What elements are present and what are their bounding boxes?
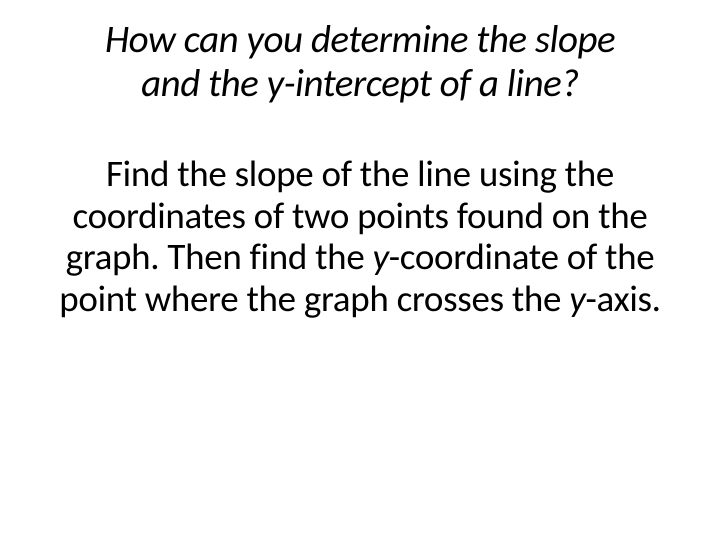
body-part-3: -axis. bbox=[585, 276, 660, 321]
slide-container: How can you determine the slope and the … bbox=[0, 0, 720, 540]
slide-body: Find the slope of the line using the coo… bbox=[30, 153, 690, 319]
title-line-2: and the y-intercept of a line? bbox=[141, 60, 579, 107]
title-line-1: How can you determine the slope bbox=[105, 16, 615, 63]
body-italic-y-2: y bbox=[569, 276, 585, 321]
body-italic-y-1: y bbox=[373, 234, 389, 279]
slide-title: How can you determine the slope and the … bbox=[30, 18, 690, 105]
